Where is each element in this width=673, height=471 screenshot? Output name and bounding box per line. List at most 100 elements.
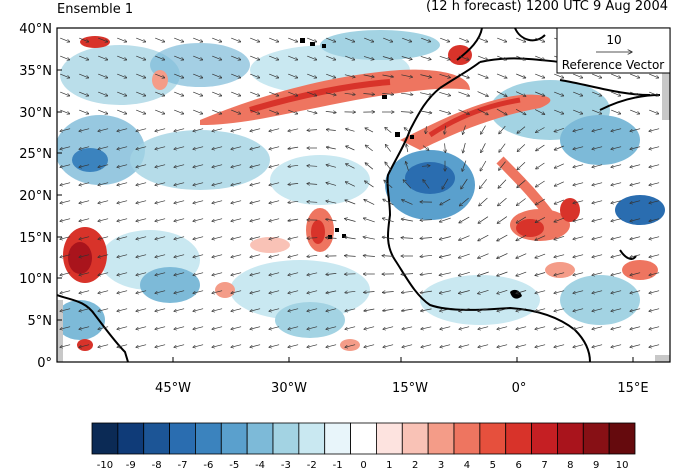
wind-vector [382,74,394,77]
colorbar-box [272,422,300,455]
wind-vector [402,309,413,311]
colorbar-label: 7 [541,460,547,471]
wind-vector [250,146,261,150]
colorbar-box [401,422,429,455]
wind-vector [174,218,185,222]
wind-vector [250,55,260,60]
colorbar-label: 5 [490,460,496,471]
wind-vector [307,166,318,167]
wind-vector [439,217,451,222]
colorbar-label: 1 [386,460,392,471]
wind-vector [288,308,299,312]
wind-vector [649,272,660,276]
wind-vector [155,109,165,114]
wind-vector [478,234,489,241]
wind-vector [573,73,583,78]
wind-vector [592,146,603,150]
colorbar-label: 9 [593,460,599,471]
wind-vector [212,326,223,330]
wind-vector [326,147,336,149]
wind-vector [174,254,185,258]
wind-vector [592,200,603,204]
wind-vector [481,125,486,135]
wind-vector [573,146,584,150]
wind-vector [212,37,222,42]
wind-vector [117,254,128,258]
wind-vector [478,289,489,293]
wind-vector [458,290,470,294]
wind-vector [611,254,622,258]
wind-vector [592,326,603,330]
wind-vector [402,37,412,42]
wind-vector [458,55,469,60]
wind-vector [459,235,470,241]
wind-vector [155,308,166,312]
wind-vector [516,234,527,240]
colorbar-label: -7 [178,460,188,471]
wind-vector [440,198,451,205]
wind-vector [60,200,71,204]
wind-vector [382,93,394,94]
lon-tick-label: 45°W [155,381,191,396]
wind-vector [307,326,318,330]
wind-vector [307,344,318,348]
wind-vector [535,55,545,60]
wind-vector [136,146,147,150]
wind-vector [630,182,641,186]
wind-vector [269,128,280,132]
wind-vector [117,128,128,132]
wind-vector [231,218,242,222]
wind-vector [345,182,355,187]
wind-vector [459,197,469,206]
wind-vector [445,143,446,152]
wind-vector [79,182,90,186]
colorbar-box [324,422,351,455]
wind-vector [60,91,70,96]
wind-vector [516,198,526,206]
wind-vector [231,290,242,294]
wind-vector [174,200,185,204]
wind-vector [212,109,222,114]
wind-vector [611,308,622,312]
wind-vector [136,128,147,132]
wind-vector [155,73,165,78]
wind-vector [630,91,640,96]
wind-vector [630,308,641,312]
wind-vector [554,217,565,222]
wind-vector [535,198,545,205]
wind-vector [79,91,89,96]
wind-vector [497,308,508,312]
wind-vector [60,272,71,276]
colorbar-label: -6 [203,460,213,471]
wind-vector [269,272,280,276]
wind-vector [60,326,71,330]
wind-vector [365,145,373,152]
colorbar-label: -8 [152,460,162,471]
wind-vector [193,200,204,204]
colorbar-label: 4 [464,460,470,471]
colorbar-label: -4 [255,460,265,471]
wind-vector [535,217,546,222]
wind-vector [516,308,527,312]
wind-vector [611,91,621,96]
wind-vector [536,127,545,133]
wind-vector [117,73,127,78]
wind-vector [463,142,466,153]
wind-vector [458,109,470,115]
wind-vector [515,91,526,97]
wind-vector [592,272,603,276]
wind-vector [269,200,280,204]
wind-vector [420,110,432,113]
wind-vector [98,344,109,348]
wind-vector [60,37,70,42]
wind-vector [554,163,564,168]
wind-vector [117,146,128,150]
wind-vector [212,254,223,258]
wind-vector [231,55,241,60]
wind-vector [288,73,298,78]
wind-vector [136,308,147,312]
wind-vector [630,73,640,78]
wind-vector [98,182,109,186]
wind-vector [630,236,641,240]
colorbar-box [195,422,222,455]
